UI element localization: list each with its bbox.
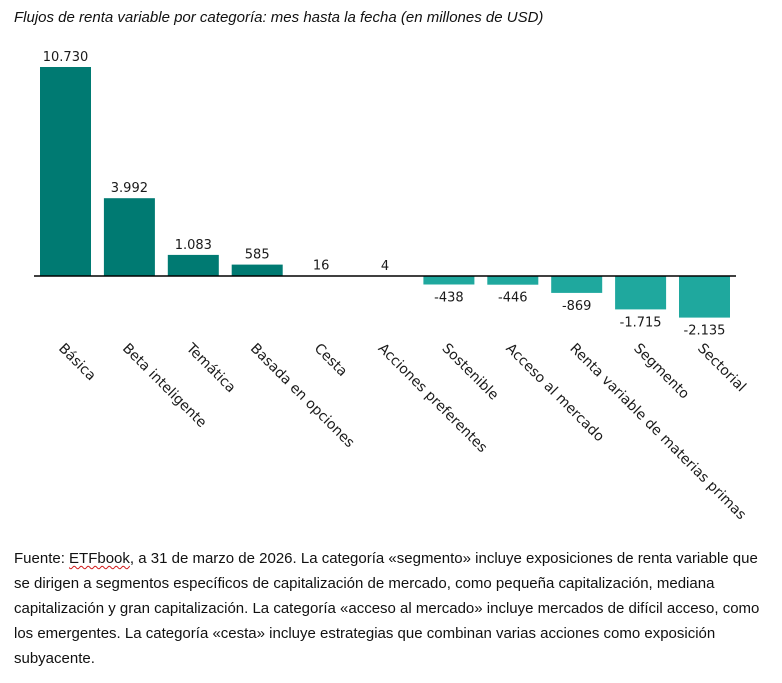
bar bbox=[103, 198, 155, 276]
category-label: Temática bbox=[182, 340, 238, 396]
category-label: Sostenible bbox=[439, 341, 502, 404]
bar bbox=[487, 276, 539, 285]
data-label: 1.083 bbox=[175, 238, 212, 253]
data-label: -869 bbox=[562, 299, 592, 314]
bar bbox=[615, 276, 667, 310]
data-label: -438 bbox=[434, 291, 464, 306]
data-label: 10.730 bbox=[43, 50, 89, 65]
category-label: Cesta bbox=[311, 341, 350, 380]
source-footnote: Fuente: ETFbook, a 31 de marzo de 2026. … bbox=[14, 546, 770, 671]
category-label: Basada en opciones bbox=[247, 341, 358, 452]
category-label: Básica bbox=[55, 341, 99, 385]
data-label: -2.135 bbox=[684, 324, 726, 339]
bar bbox=[167, 254, 219, 276]
bar bbox=[551, 276, 603, 293]
bar bbox=[231, 264, 283, 276]
footnote-prefix: Fuente: bbox=[14, 550, 70, 567]
bar bbox=[679, 276, 730, 318]
data-label: 3.992 bbox=[111, 181, 148, 196]
bar bbox=[40, 67, 91, 276]
chart-title: Flujos de renta variable por categoría: … bbox=[14, 9, 544, 26]
bar bbox=[423, 276, 475, 285]
category-label: Segmento bbox=[630, 341, 692, 403]
data-label: 585 bbox=[245, 248, 270, 263]
category-label: Acciones preferentes bbox=[375, 341, 490, 456]
category-label: Sectorial bbox=[694, 341, 749, 396]
footnote-source: ETFbook bbox=[69, 550, 130, 567]
data-label: -446 bbox=[498, 291, 528, 306]
data-label: 4 bbox=[381, 259, 389, 274]
data-label: -1.715 bbox=[620, 315, 662, 330]
data-label: 16 bbox=[313, 259, 330, 274]
footnote-text: , a 31 de marzo de 2026. La categoría «s… bbox=[14, 550, 760, 667]
